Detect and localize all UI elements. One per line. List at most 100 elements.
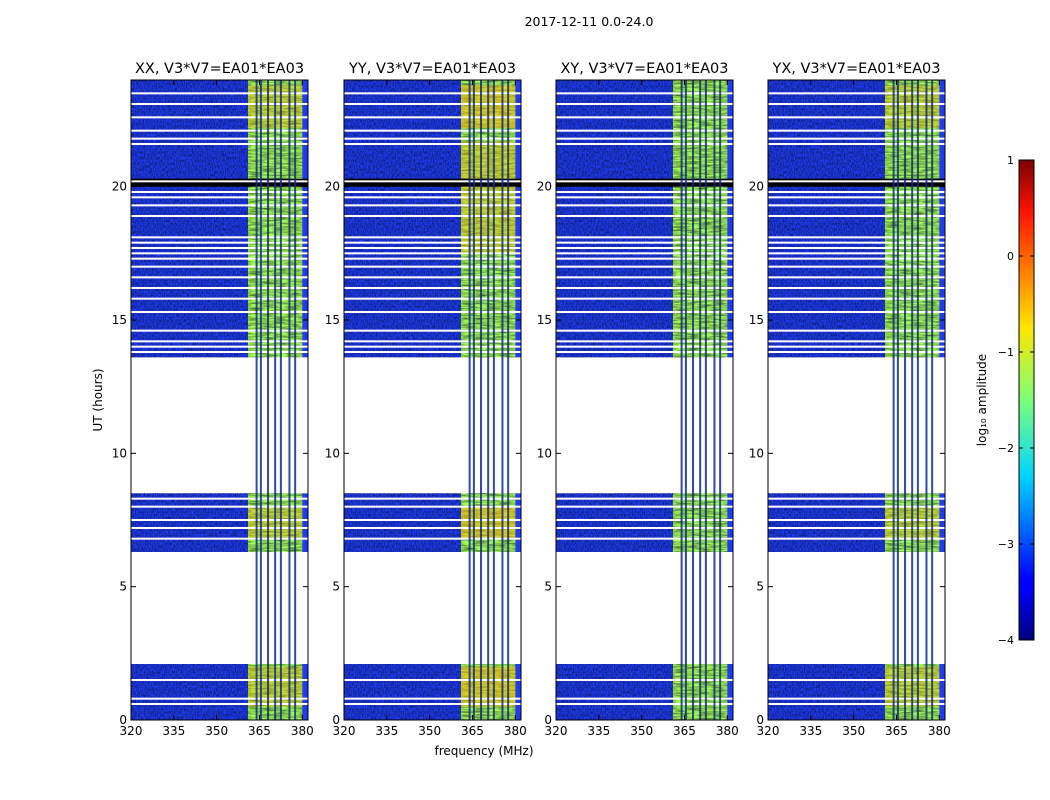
dark-row (556, 178, 733, 187)
y-tick-label: 5 (544, 580, 552, 594)
flag-line (344, 191, 521, 193)
x-tick-label: 380 (716, 724, 739, 738)
flag-line (768, 241, 945, 244)
edge-band-segment (727, 80, 733, 358)
x-tick-label: 320 (333, 724, 356, 738)
flag-line (768, 329, 945, 332)
edge-band-segment (302, 493, 308, 552)
flag-line (344, 311, 521, 313)
channel-line (279, 80, 282, 720)
flag-line (768, 703, 945, 705)
flag-line (344, 519, 521, 521)
channel-line (719, 80, 722, 720)
flag-line (344, 236, 521, 239)
flag-line (344, 252, 521, 255)
x-tick-label: 365 (673, 724, 696, 738)
flag-line (556, 252, 733, 255)
flag-line (131, 137, 308, 140)
flag-line (344, 497, 521, 500)
flag-line (768, 497, 945, 500)
flag-line (768, 276, 945, 279)
flag-line (344, 180, 521, 183)
quiet-band-noise (131, 664, 249, 720)
edge-band-segment (939, 493, 945, 552)
quiet-band-noise (768, 664, 886, 720)
flag-line (344, 265, 521, 268)
flag-line (768, 247, 945, 249)
quiet-band-noise (131, 80, 249, 358)
flag-line (344, 679, 521, 681)
flag-line (344, 103, 521, 105)
colorbar-tick-label: 0 (1007, 250, 1014, 263)
flag-line (344, 215, 521, 217)
colorbar-tick-label: −3 (998, 538, 1014, 551)
quiet-band-noise (768, 80, 886, 358)
flag-line (131, 265, 308, 268)
flag-line (131, 191, 308, 193)
flag-line (131, 497, 308, 500)
x-tick-label: 380 (291, 724, 314, 738)
flag-line (131, 351, 308, 353)
colorbar: 1 0 −1 −2 −3 −4 log₁₀ amplitude (975, 154, 1035, 647)
flag-line (131, 703, 308, 705)
flag-line (556, 527, 733, 529)
flag-line (131, 297, 308, 300)
flag-line (768, 340, 945, 343)
flag-line (556, 103, 733, 105)
colorbar-tick-label: −4 (998, 634, 1014, 647)
flag-line (131, 116, 308, 119)
flag-line (768, 215, 945, 217)
x-tick-label: 320 (545, 724, 568, 738)
channel-line (931, 80, 934, 720)
edge-band-segment (515, 493, 521, 552)
heatmap-image (131, 80, 308, 720)
flag-line (556, 505, 733, 508)
flag-line (131, 180, 308, 183)
flag-line (344, 340, 521, 343)
y-tick-label: 10 (537, 446, 552, 460)
colorbar-gradient (1019, 160, 1034, 640)
channel-line (911, 80, 914, 720)
flag-line (344, 351, 521, 353)
panel-3: XY, V3*V7=EA01*EA03 320 335 350 365 380 0 5 10 15… (537, 61, 739, 738)
flag-line (556, 137, 733, 140)
flag-line (556, 129, 733, 132)
flag-line (131, 276, 308, 279)
x-tick-label: 350 (842, 724, 865, 738)
quiet-band-noise (768, 493, 886, 552)
x-tick-label: 350 (205, 724, 228, 738)
y-tick-label: 0 (544, 713, 552, 727)
x-tick-label: 335 (162, 724, 185, 738)
flag-line (556, 679, 733, 681)
flag-line (556, 247, 733, 249)
flag-line (768, 311, 945, 313)
colorbar-label: log₁₀ amplitude (975, 354, 989, 446)
y-tick-label: 20 (749, 180, 764, 194)
flag-line (768, 287, 945, 289)
flag-line (131, 527, 308, 529)
edge-band-segment (302, 80, 308, 358)
y-tick-label: 20 (112, 180, 127, 194)
flag-line (768, 265, 945, 268)
x-tick-label: 365 (248, 724, 271, 738)
channel-line (255, 80, 258, 720)
colorbar-tick-label: −2 (998, 442, 1014, 455)
flag-line (768, 505, 945, 508)
flag-line (556, 276, 733, 279)
flag-line (556, 340, 733, 343)
panel-4: YX, V3*V7=EA01*EA03 320 335 350 365 380 0 5 10 15… (749, 61, 951, 738)
flag-line (556, 329, 733, 332)
axes-frame (130, 79, 309, 721)
channel-line (468, 80, 471, 720)
x-tick-label: 320 (120, 724, 143, 738)
flag-line (768, 191, 945, 193)
panel-title: YX, V3*V7=EA01*EA03 (771, 61, 940, 77)
quiet-band-noise (344, 493, 462, 552)
y-tick-label: 0 (119, 713, 127, 727)
panels: XX, V3*V7=EA01*EA03 320 335 350 365 380 0 5 10 15… (112, 61, 951, 738)
flag-line (768, 92, 945, 95)
axes-frame (767, 79, 946, 721)
flag-line (768, 116, 945, 119)
flag-line (556, 204, 733, 207)
flag-line (344, 287, 521, 289)
